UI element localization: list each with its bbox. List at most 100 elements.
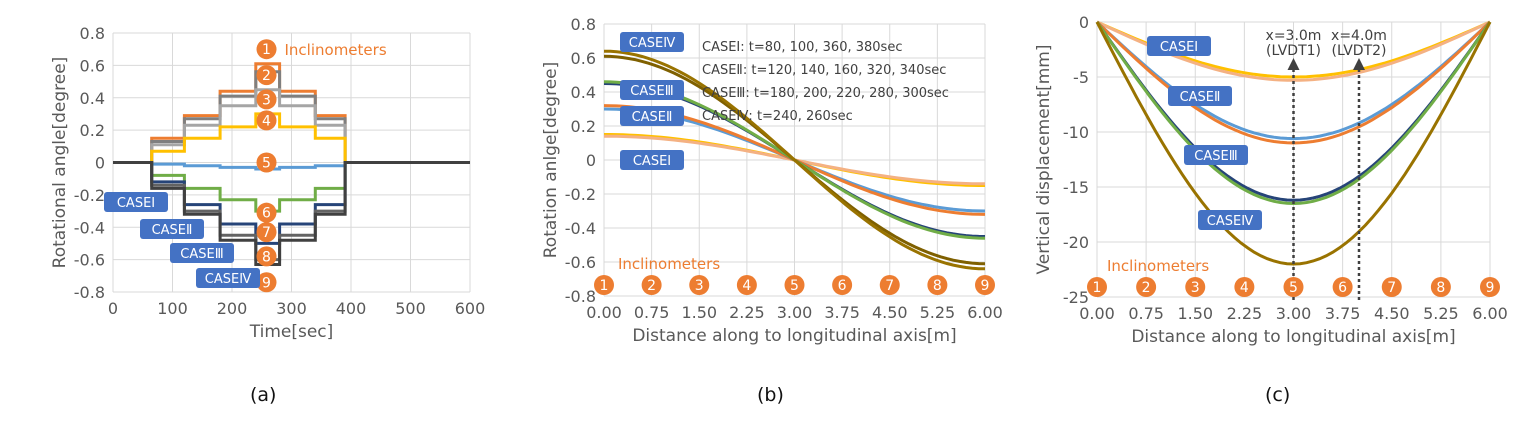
inclinometer-number-3: 3	[695, 278, 704, 294]
inclinometer-number-5-marker	[1283, 277, 1304, 297]
inclinometer-number-5: 5	[1289, 280, 1298, 296]
case-label-box	[1198, 210, 1262, 230]
y-tick-label: 0.6	[571, 49, 596, 68]
case-label: CASEⅠ	[633, 154, 671, 169]
inclinometer-number-4-marker	[736, 275, 757, 295]
y-tick-label: 0	[95, 154, 105, 173]
series-line	[113, 88, 470, 164]
case-label-box	[1184, 145, 1248, 165]
y-tick-label: -0.4	[74, 218, 105, 237]
annotation-inclinometers: Inclinometers	[285, 41, 387, 59]
x-tick-label: 2.25	[1227, 304, 1263, 323]
x-tick-label: 5.25	[1423, 304, 1459, 323]
inclinometer-number-7-marker	[1381, 277, 1402, 297]
x-tick-label: 600	[455, 299, 486, 318]
x-tick-label: 2.25	[729, 303, 765, 322]
x-tick-label: 3.00	[777, 303, 813, 322]
inclinometer-number-7: 7	[885, 278, 894, 294]
x-tick-label: 300	[276, 299, 307, 318]
inclinometer-number-4-marker	[1234, 277, 1255, 297]
x-tick-label: 6.00	[967, 303, 1003, 322]
inclinometer-number-3-marker	[1185, 277, 1206, 297]
y-axis-label: Vertical displacement[mm]	[1034, 45, 1054, 275]
caption-a: (a)	[250, 384, 277, 406]
inclinometer-number-2-marker	[256, 65, 277, 86]
inclinometer-number-9: 9	[262, 275, 271, 291]
inclinometer-number-7-marker	[256, 222, 277, 243]
inclinometer-number-6-marker	[832, 275, 853, 295]
chart-a: 0.80.60.40.20-0.2-0.4-0.6-0.80 100 200 300 4…	[50, 24, 486, 342]
inclinometer-number-6: 6	[838, 278, 847, 294]
inclinometer-number-9: 9	[981, 278, 990, 294]
y-tick-label: -0.6	[74, 251, 105, 270]
inclinometer-number-7: 7	[1387, 280, 1396, 296]
inclinometer-number-4: 4	[262, 113, 271, 129]
inclinometer-number-3: 3	[1191, 280, 1200, 296]
legend-entry: CASEⅠ: t=80, 100, 360, 380sec	[702, 40, 902, 55]
inclinometer-number-4-marker	[256, 110, 277, 131]
inclinometer-number-6: 6	[1338, 280, 1347, 296]
case-label-box	[196, 268, 260, 288]
inclinometer-number-4: 4	[1240, 280, 1249, 296]
inclinometer-number-5-marker	[784, 275, 805, 295]
case-label: CASEⅠ	[117, 196, 155, 211]
case-label: CASEⅢ	[180, 247, 223, 262]
legend-entry: CASEⅡ: t=120, 140, 160, 320, 340sec	[702, 63, 946, 78]
y-tick-label: 0.4	[80, 89, 105, 108]
case-label: CASEⅣ	[629, 36, 675, 51]
inclinometer-number-8-marker	[256, 246, 277, 267]
series-line	[113, 161, 470, 245]
y-tick-label: 0.2	[80, 121, 105, 140]
x-tick-label: 400	[336, 299, 367, 318]
series-line	[113, 112, 470, 164]
inclinometer-number-9-marker	[975, 275, 995, 295]
case-label-box	[620, 32, 684, 52]
case-label: CASEⅡ	[152, 223, 193, 238]
y-tick-label: -0.8	[565, 287, 596, 306]
x-tick-label: 100	[157, 299, 188, 318]
inclinometer-number-8: 8	[262, 249, 271, 265]
inclinometer-number-9-marker	[256, 272, 277, 293]
inclinometer-number-8-marker	[1430, 277, 1451, 297]
y-axis-label: Rotation anlge[degree]	[541, 62, 561, 259]
inclinometer-number-7-marker	[879, 275, 900, 295]
case-label-box	[170, 243, 234, 263]
inclinometer-number-1: 1	[1093, 280, 1102, 296]
x-axis-label: Time[sec]	[249, 322, 334, 342]
case-label: CASEⅢ	[1194, 149, 1237, 164]
inclinometer-number-3: 3	[262, 92, 271, 108]
x-tick-label: 3.00	[1276, 304, 1312, 323]
inclinometer-number-2: 2	[1142, 280, 1151, 296]
y-tick-label: -0.4	[565, 219, 596, 238]
lvdt-position-label: x=3.0m	[1266, 28, 1322, 44]
x-tick-label: 0.75	[634, 303, 670, 322]
case-label: CASEⅢ	[630, 84, 673, 99]
lvdt-name-label: (LVDT1)	[1266, 43, 1321, 59]
inclinometer-number-1-marker	[256, 39, 277, 60]
case-label: CASEⅣ	[205, 272, 251, 287]
x-tick-label: 3.75	[1325, 304, 1361, 323]
series-line	[1095, 20, 1492, 141]
x-tick-label: 4.50	[1374, 304, 1410, 323]
inclinometer-number-8: 8	[1436, 280, 1445, 296]
chart-c: 0 -5 -10 -15 -20 -250.00 0.75 1.50 2.25 3.00 3.75 4…	[1034, 13, 1508, 347]
inclinometer-number-5-marker	[256, 152, 277, 173]
lvdt-arrowhead	[1287, 58, 1300, 70]
inclinometer-number-6-marker	[256, 202, 277, 223]
x-tick-label: 500	[395, 299, 426, 318]
legend-entry: CASEⅢ: t=180, 200, 220, 280, 300sec	[702, 86, 949, 101]
case-label: CASEⅡ	[1180, 90, 1221, 105]
case-label-box	[140, 219, 204, 239]
series-line	[113, 161, 470, 171]
case-label-box	[104, 192, 168, 212]
lvdt-name-label: (LVDT2)	[1331, 43, 1386, 59]
y-tick-label: 0.2	[571, 117, 596, 136]
case-label-box	[1168, 86, 1232, 106]
inclinometer-number-5: 5	[790, 278, 799, 294]
inclinometer-number-1: 1	[262, 42, 271, 58]
x-tick-label: 1.50	[1177, 304, 1213, 323]
x-tick-label: 0.00	[586, 303, 622, 322]
inclinometer-number-2: 2	[647, 278, 656, 294]
x-tick-label: 0.00	[1079, 304, 1115, 323]
inclinometer-number-5: 5	[262, 156, 271, 172]
